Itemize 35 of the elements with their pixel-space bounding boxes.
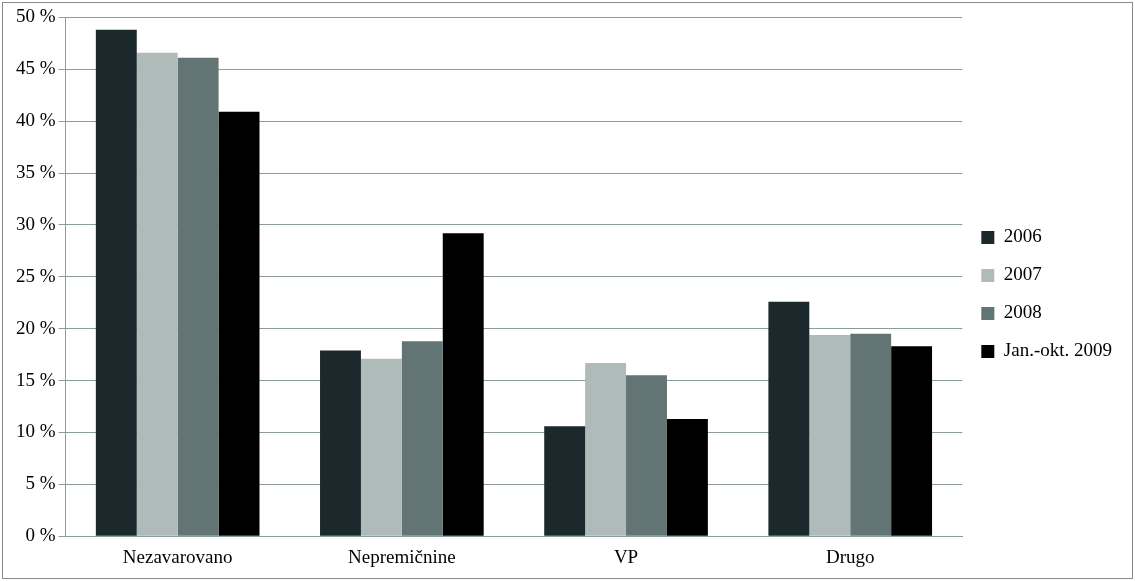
bar — [401, 341, 443, 536]
y-tick-label: 25 % — [16, 264, 56, 286]
y-tick-label: 10 % — [16, 420, 56, 442]
y-tick-label: 35 % — [16, 161, 56, 183]
x-tick-label: Nezavarovano — [122, 545, 233, 567]
y-tick-label: 5 % — [25, 472, 56, 494]
bar — [666, 418, 708, 536]
bar — [177, 57, 219, 536]
bar — [136, 52, 178, 536]
legend-label: 2008 — [1003, 301, 1042, 323]
legend-label: 2007 — [1003, 263, 1042, 285]
y-tick-label: 0 % — [25, 524, 56, 546]
y-tick-label: 20 % — [16, 316, 56, 338]
bar — [891, 346, 933, 536]
y-tick-label: 15 % — [16, 368, 56, 390]
x-tick-label: Drugo — [825, 545, 875, 567]
x-tick-label: VP — [613, 545, 639, 567]
bar — [95, 29, 137, 536]
bar — [585, 362, 627, 536]
bar — [442, 233, 484, 536]
x-tick-label: Nepremičnine — [348, 545, 456, 567]
bar — [218, 111, 260, 536]
bar — [768, 301, 810, 536]
legend-label: Jan.-okt. 2009 — [1003, 339, 1112, 361]
y-tick-label: 40 % — [16, 109, 56, 131]
y-tick-label: 45 % — [16, 57, 56, 79]
y-tick-label: 30 % — [16, 212, 56, 234]
bar — [850, 333, 892, 536]
bar — [320, 350, 361, 536]
legend-label: 2006 — [1003, 225, 1042, 247]
bar — [360, 358, 402, 536]
bar — [544, 426, 586, 536]
y-tick-label: 50 % — [16, 5, 56, 27]
bar — [809, 334, 851, 536]
bar — [626, 375, 667, 536]
